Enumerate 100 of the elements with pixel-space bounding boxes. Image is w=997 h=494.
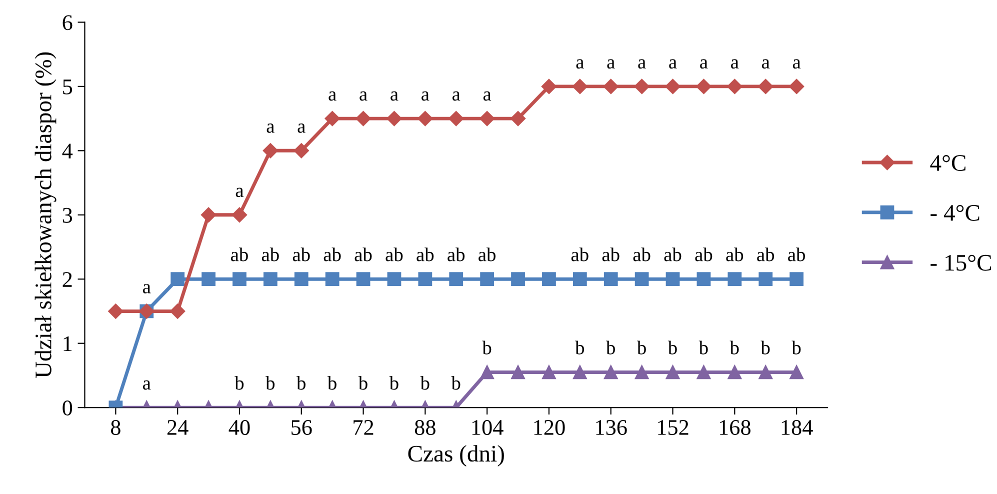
point: [232, 207, 248, 222]
point: [666, 365, 680, 380]
x-tick-label: 120: [534, 420, 565, 435]
point: [294, 272, 308, 286]
annotation: b: [606, 340, 615, 354]
annotation: ab: [602, 248, 620, 262]
annotation: ab: [416, 248, 434, 262]
point: [294, 143, 309, 158]
point: [202, 272, 216, 286]
annotation: a: [422, 91, 430, 101]
y-axis-title: Udział skiełkowanych diaspor (%): [34, 52, 56, 378]
annotation: b: [668, 340, 677, 354]
annotation: a: [700, 59, 708, 69]
annotation: a: [360, 91, 368, 101]
annotation: ab: [386, 248, 403, 262]
point: [386, 110, 402, 126]
point: [449, 272, 464, 286]
annotation: ab: [448, 248, 465, 262]
x-tick-label: 168: [720, 420, 750, 435]
annotation: a: [483, 91, 492, 101]
point: [511, 272, 525, 286]
point: [262, 143, 278, 158]
point: [634, 365, 649, 380]
annotation: a: [762, 59, 770, 69]
point: [758, 78, 774, 94]
point: [790, 272, 804, 286]
y-tick-label: 0: [62, 400, 72, 416]
x-tick-label: 104: [472, 420, 504, 435]
x-tick-label: 88: [414, 420, 436, 435]
point: [108, 304, 124, 319]
annotation: b: [636, 340, 646, 354]
annotation: a: [638, 59, 646, 69]
legend-label: - 4°C: [930, 204, 980, 221]
x-axis-title: Czas (dni): [408, 445, 504, 466]
point: [263, 272, 278, 286]
point: [572, 78, 588, 94]
point: [572, 365, 587, 380]
annotation: a: [731, 59, 739, 69]
point: [511, 365, 525, 380]
annotation: a: [607, 59, 615, 69]
annotation: b: [266, 376, 275, 390]
x-tick-label: 152: [658, 420, 688, 435]
annotation: ab: [757, 248, 774, 262]
y-tick-label: 1: [64, 336, 72, 352]
point: [418, 110, 433, 126]
annotation: b: [451, 376, 460, 390]
annotation: ab: [230, 248, 248, 262]
point: [727, 78, 742, 94]
point: [696, 78, 712, 94]
point: [542, 365, 556, 380]
annotation: a: [236, 188, 244, 198]
point: [696, 272, 711, 286]
annotation: b: [792, 340, 801, 354]
point: [696, 365, 711, 380]
point: [603, 78, 618, 94]
x-tick-label: 136: [596, 420, 627, 435]
annotation: b: [482, 340, 492, 354]
point: [510, 110, 526, 126]
point: [604, 365, 618, 380]
point: [200, 207, 216, 222]
point: [788, 78, 804, 94]
point: [232, 272, 246, 286]
point: [542, 272, 556, 286]
y-tick-label: 3: [62, 208, 72, 223]
point: [170, 304, 186, 319]
legend-label: - 15°C: [930, 254, 991, 271]
annotation: ab: [695, 248, 712, 262]
point: [634, 78, 650, 94]
x-tick-label: 24: [167, 420, 188, 435]
annotation: ab: [788, 248, 805, 262]
annotation: ab: [354, 248, 372, 262]
annotation: a: [298, 124, 306, 133]
point: [480, 110, 495, 126]
annotation: ab: [262, 248, 279, 262]
annotation: a: [792, 59, 801, 69]
annotation: b: [389, 376, 398, 390]
point: [448, 110, 464, 126]
point: [480, 365, 494, 380]
annotation: ab: [571, 248, 588, 262]
y-tick-label: 5: [63, 80, 72, 94]
point: [758, 365, 773, 380]
annotation: a: [143, 284, 151, 294]
point: [387, 272, 402, 286]
point: [324, 110, 340, 126]
point: [728, 365, 742, 380]
annotation: a: [390, 91, 398, 101]
annotation: a: [452, 91, 460, 101]
point: [170, 272, 185, 286]
point: [572, 272, 587, 286]
point: [356, 110, 371, 126]
point: [758, 272, 773, 286]
annotation: b: [296, 376, 306, 390]
x-tick-label: 56: [292, 420, 312, 435]
annotation: b: [760, 340, 770, 354]
annotation: ab: [478, 248, 496, 262]
annotation: ab: [633, 248, 650, 262]
x-tick-label: 184: [782, 420, 813, 435]
point: [666, 272, 680, 286]
annotation: b: [698, 340, 708, 354]
x-tick-label: 8: [110, 420, 120, 435]
